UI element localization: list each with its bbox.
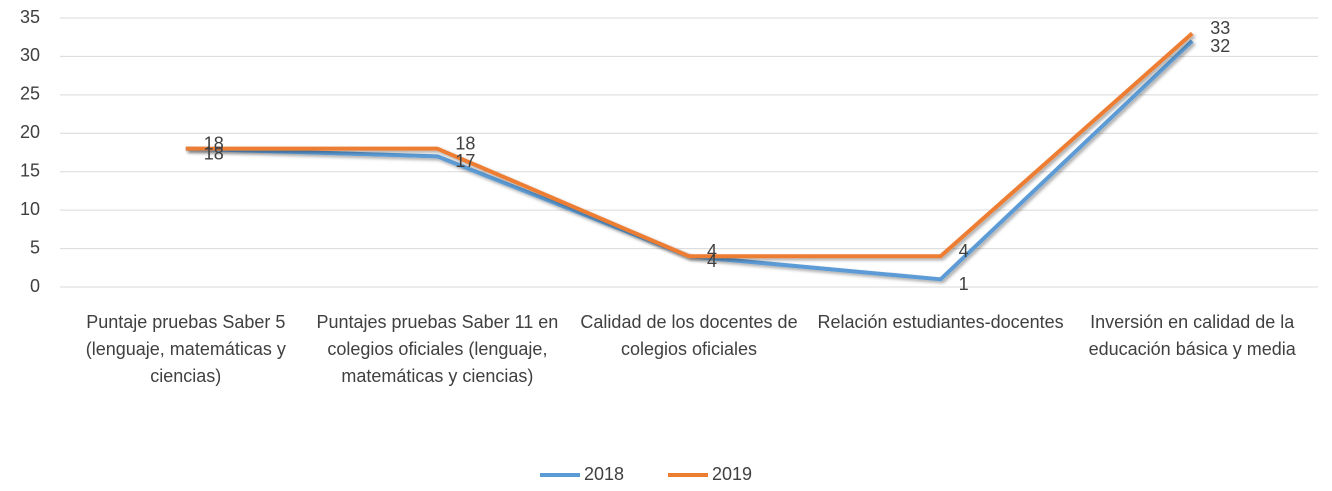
y-tick-label: 35 [20,7,40,27]
y-tick-label: 25 [20,84,40,104]
legend-label: 2019 [712,464,752,484]
legend-label: 2018 [584,464,624,484]
data-label: 33 [1210,18,1230,38]
data-label: 4 [707,251,717,271]
series-line [185,39,1194,282]
y-tick-label: 10 [20,199,40,219]
data-label: 18 [455,133,475,153]
x-tick-label: Relación estudiantes-docentes [817,312,1064,332]
y-tick-label: 0 [30,276,40,296]
x-tick-label: Calidad de los docentes de colegios ofic… [580,312,798,359]
data-label: 4 [707,241,717,261]
y-tick-label: 5 [30,237,40,257]
y-tick-label: 15 [20,160,40,180]
data-label: 18 [204,143,224,163]
x-tick-label: Puntajes pruebas Saber 11 en colegios of… [316,312,559,386]
y-tick-label: 30 [20,45,40,65]
y-tick-label: 20 [20,122,40,142]
data-label: 32 [1210,36,1230,56]
series-line [185,31,1194,259]
x-tick-label: Inversión en calidad de la educación bás… [1088,312,1296,359]
data-label: 18 [204,133,224,153]
data-label: 1 [959,274,969,294]
data-label: 4 [959,241,969,261]
data-label: 17 [455,151,475,171]
x-tick-label: Puntaje pruebas Saber 5 (lenguaje, matem… [85,312,286,386]
